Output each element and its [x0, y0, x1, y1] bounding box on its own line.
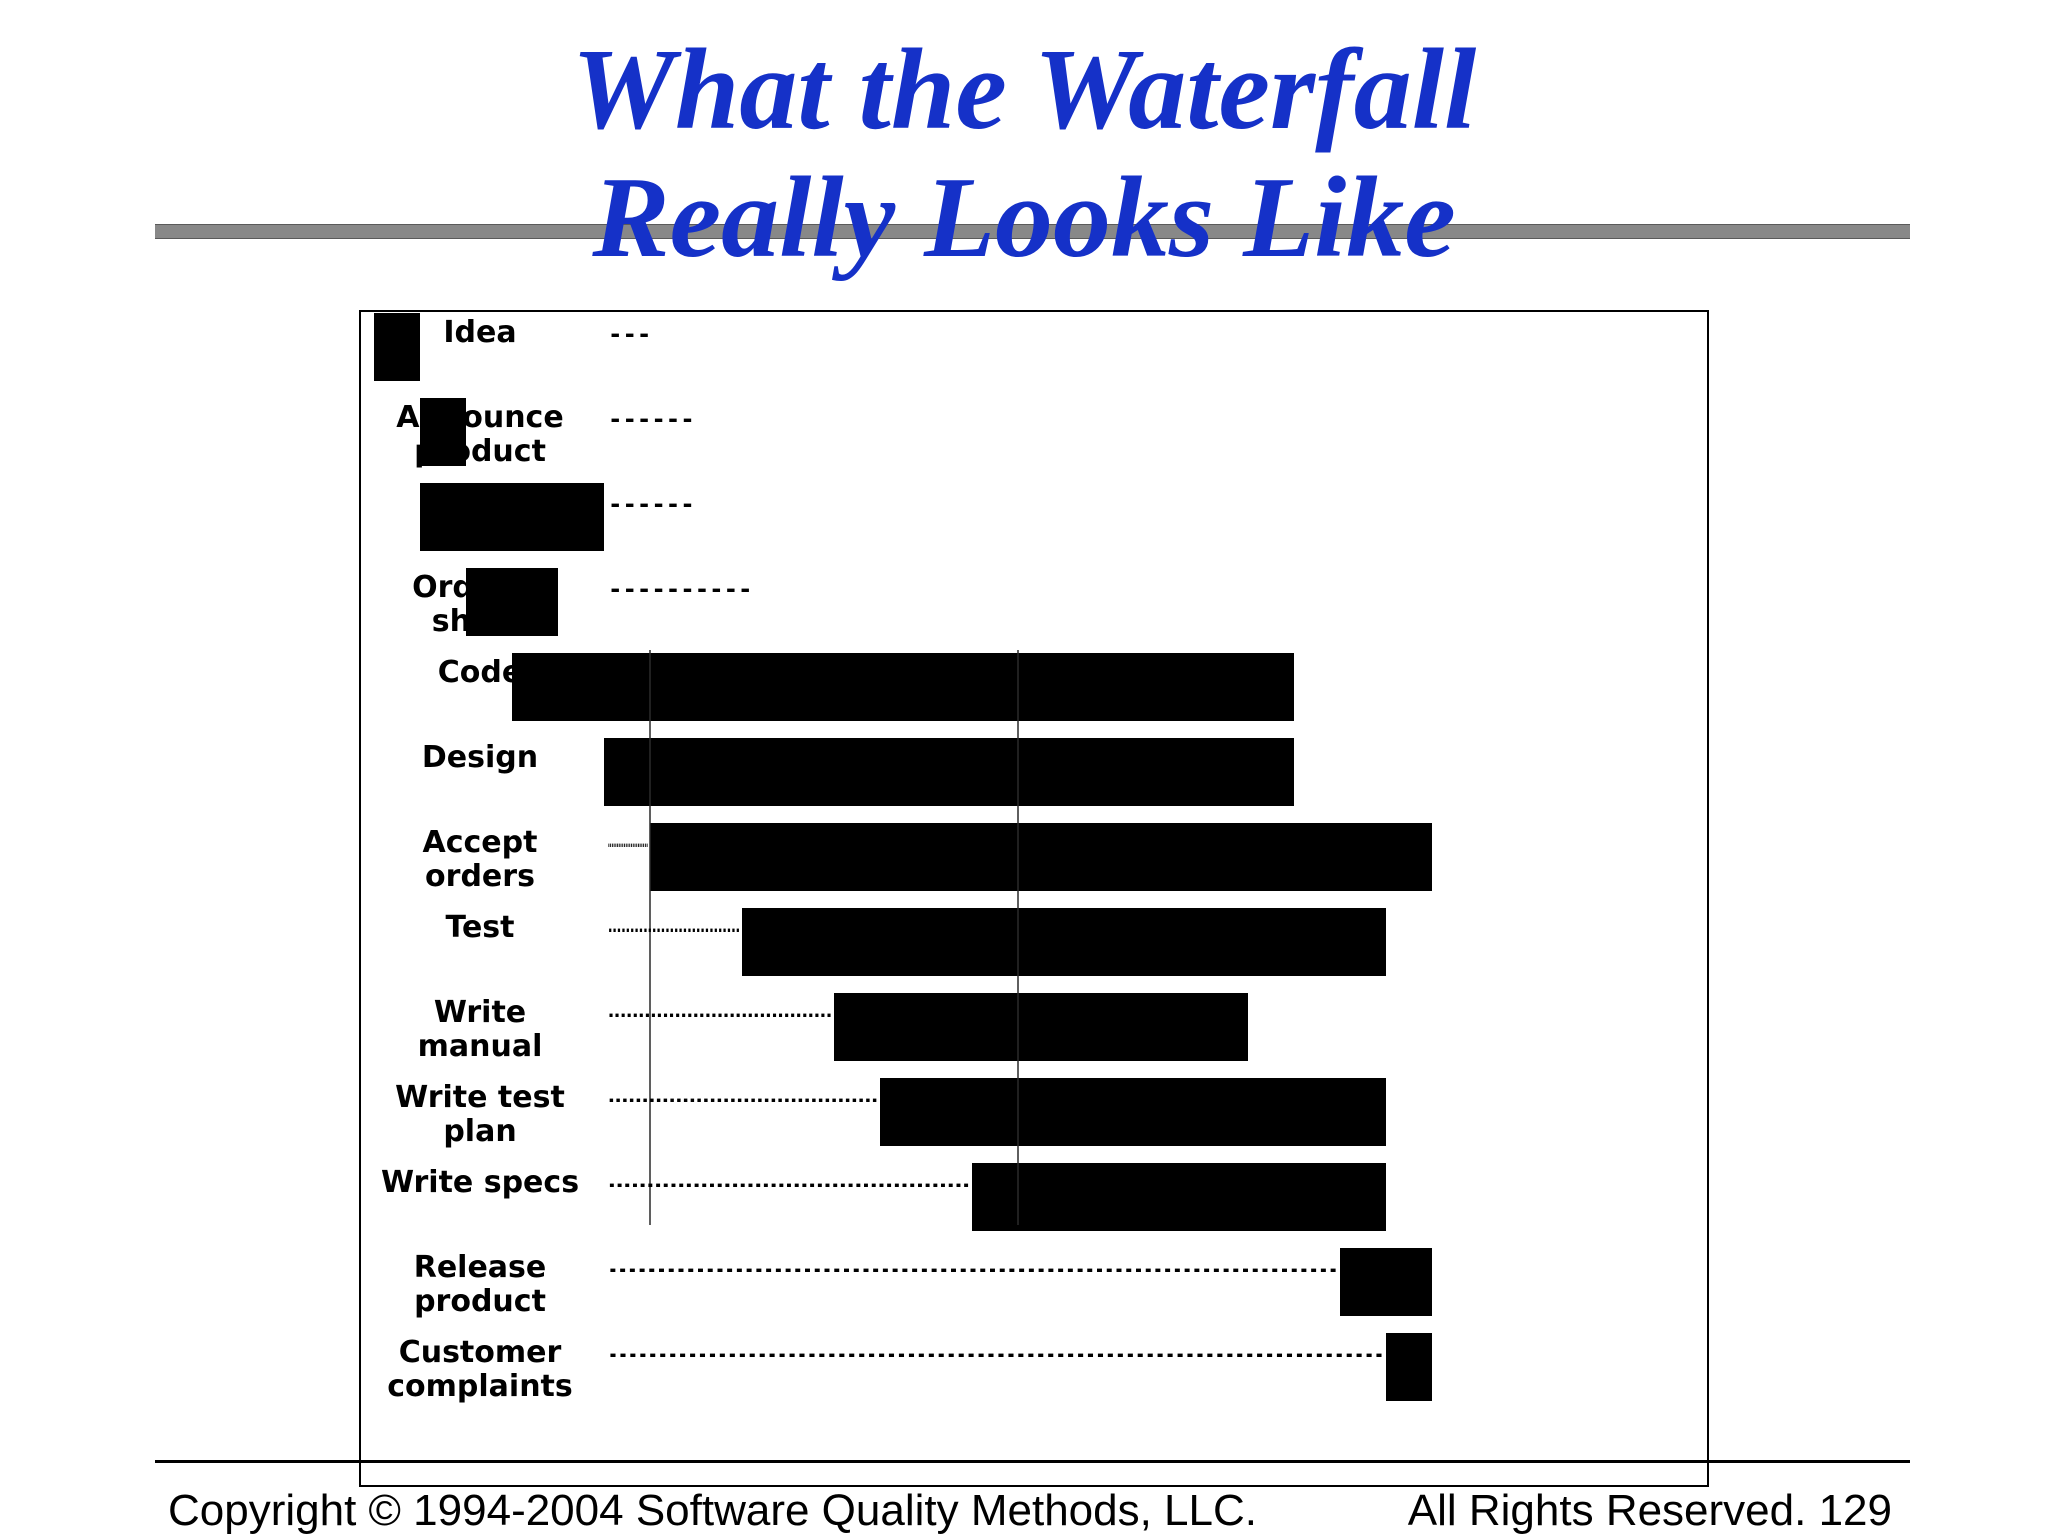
- task-label: shirts: [432, 604, 529, 639]
- task-label: Code: [438, 655, 522, 690]
- task-leader-dashes: ----------------------------------------: [608, 1085, 878, 1113]
- task-label: Order T-: [412, 570, 548, 605]
- task-bar: [374, 313, 420, 381]
- task-leader-dashes: ------: [608, 405, 695, 433]
- title-divider: [155, 224, 1910, 239]
- task-label: Write specs: [381, 1165, 579, 1200]
- task-leader-dashes: ----------------------------------------…: [608, 1170, 970, 1198]
- task-leader-dashes: -------------------------------------: [608, 1000, 832, 1028]
- task-leader-dashes: ----------------------------------------…: [608, 1340, 1384, 1368]
- task-bar: [972, 1163, 1386, 1231]
- task-bar: [742, 908, 1386, 976]
- chart-frame: [359, 310, 1709, 1487]
- task-label: Customer: [399, 1335, 562, 1370]
- task-label: product: [414, 1284, 546, 1319]
- task-bar: [1340, 1248, 1432, 1316]
- task-bar: [604, 738, 1294, 806]
- chart-gridlines: [649, 650, 1019, 1225]
- task-label: Design: [422, 740, 538, 775]
- task-bar: [1386, 1333, 1432, 1401]
- task-label: Accept: [423, 825, 538, 860]
- task-label: Idea: [443, 315, 516, 350]
- task-leader-dashes: -------------: [608, 660, 796, 688]
- footer-divider: [155, 1460, 1910, 1463]
- task-label: Write: [434, 995, 526, 1030]
- task-label: plan: [443, 1114, 516, 1149]
- task-label: team: [437, 519, 523, 554]
- task-label: Announce: [396, 400, 563, 435]
- task-label: Test: [445, 910, 514, 945]
- task-label: Choose: [419, 485, 542, 520]
- task-leader-dashes: -----------------------: [608, 830, 648, 858]
- task-bar: [466, 568, 558, 636]
- task-leader-dashes: ---: [608, 320, 651, 348]
- slide-title-line-1: What the Waterfall: [571, 26, 1477, 154]
- task-label: product: [414, 434, 546, 469]
- task-bar: [834, 993, 1248, 1061]
- task-label: complaints: [387, 1369, 573, 1404]
- chart-bars: [374, 313, 1432, 1401]
- task-label: Release: [414, 1250, 547, 1285]
- task-bar: [420, 398, 466, 466]
- footer-copyright: Copyright © 1994-2004 Software Quality M…: [168, 1486, 1257, 1535]
- task-label: manual: [418, 1029, 543, 1064]
- task-label: orders: [425, 859, 535, 894]
- task-leader-dashes: ----------------------------------------…: [608, 1255, 1338, 1283]
- task-leader-dashes: ----------: [608, 575, 753, 603]
- task-leader-dashes: ------: [608, 490, 695, 518]
- task-bar: [420, 483, 604, 551]
- task-bar: [880, 1078, 1386, 1146]
- task-leader-dashes: --------------------: [608, 745, 897, 773]
- slide-title-line-2: Really Looks Like: [592, 154, 1456, 282]
- chart-leader-dashes: ----------------------------------------…: [608, 320, 1384, 1368]
- task-leader-dashes: ------------------------------: [608, 915, 740, 943]
- task-label: Write test: [395, 1080, 565, 1115]
- task-bar: [512, 653, 1294, 721]
- footer-rights-page-number: All Rights Reserved. 129: [1407, 1486, 1892, 1535]
- task-bar: [650, 823, 1432, 891]
